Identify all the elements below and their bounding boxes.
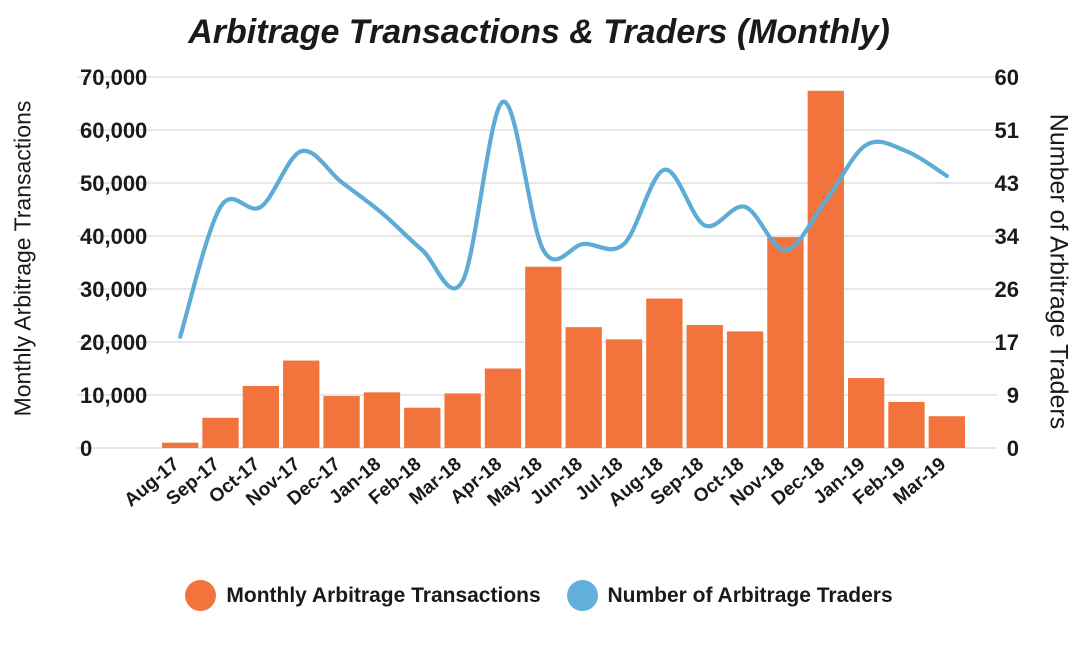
svg-text:50,000: 50,000	[80, 171, 147, 196]
svg-text:0: 0	[80, 436, 92, 461]
svg-text:70,000: 70,000	[80, 65, 147, 90]
svg-text:30,000: 30,000	[80, 277, 147, 302]
svg-text:60,000: 60,000	[80, 118, 147, 143]
svg-text:9: 9	[1007, 383, 1019, 408]
svg-text:26: 26	[995, 277, 1019, 302]
svg-text:51: 51	[995, 118, 1019, 143]
svg-text:43: 43	[995, 171, 1019, 196]
svg-text:10,000: 10,000	[80, 383, 147, 408]
svg-text:17: 17	[995, 330, 1019, 355]
svg-text:40,000: 40,000	[80, 224, 147, 249]
svg-text:20,000: 20,000	[80, 330, 147, 355]
svg-text:34: 34	[995, 224, 1020, 249]
svg-text:0: 0	[1007, 436, 1019, 461]
svg-text:60: 60	[995, 65, 1019, 90]
